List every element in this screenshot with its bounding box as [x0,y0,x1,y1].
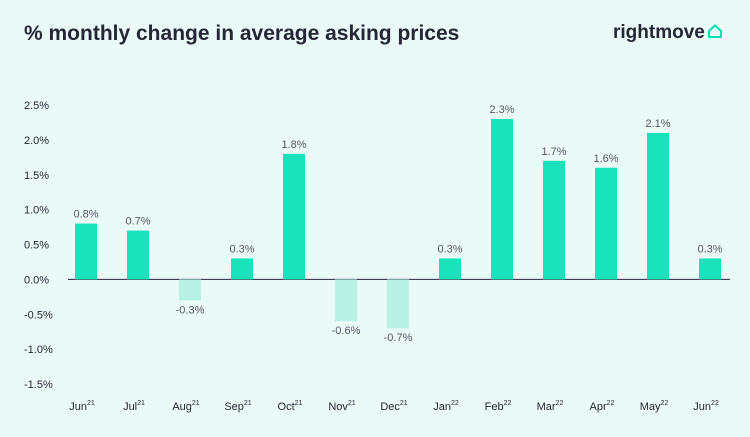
x-tick-label: Aug21 [172,400,199,413]
bar-10 [543,160,565,280]
bar-12 [647,132,669,280]
rightmove-logo: rightmove [613,22,723,44]
y-tick-label: 2.5% [24,100,49,112]
month-label: Feb [485,401,504,413]
x-tick-label: Apr22 [590,400,615,413]
x-tick-label: Dec21 [380,400,407,413]
value-label: 2.3% [489,104,514,116]
brand-name: rightmove [613,22,705,43]
y-tick-label: 2.0% [24,135,49,147]
month-label: Mar [537,401,556,413]
value-label: 0.8% [73,209,98,221]
y-tick-label: 1.0% [24,205,49,217]
bar-3 [179,279,201,301]
value-label: 1.6% [593,153,618,165]
y-tick-label: -1.0% [24,344,53,356]
y-tick-label: 0.5% [24,240,49,252]
year-superscript: 22 [607,400,615,407]
y-tick-label: 0.0% [24,274,49,286]
year-superscript: 22 [660,400,668,407]
bar-11 [595,167,617,280]
x-tick-label: Mar22 [537,400,564,413]
x-tick-label: Feb22 [485,400,512,413]
bar-1 [75,223,97,280]
y-tick-label: -0.5% [24,309,53,321]
x-tick-label: May22 [640,400,669,413]
year-superscript: 21 [348,400,356,407]
year-superscript: 21 [244,400,252,407]
year-superscript: 22 [451,400,459,407]
value-label: -0.7% [384,332,413,344]
month-label: Dec [380,401,400,413]
month-label: Jan [433,401,451,413]
year-superscript: 21 [87,400,95,407]
value-label: 2.1% [645,118,670,130]
y-tick-label: -1.5% [24,379,53,391]
x-tick-label: Jun21 [69,400,95,413]
x-tick-label: Jun22 [693,400,719,413]
year-superscript: 21 [400,400,408,407]
year-superscript: 21 [295,400,303,407]
year-superscript: 21 [137,400,145,407]
month-label: Aug [172,401,192,413]
x-tick-label: Nov21 [328,400,355,413]
bar-2 [127,230,149,280]
value-label: 1.7% [541,146,566,158]
bar-8 [439,258,461,280]
month-label: Jun [693,401,711,413]
month-label: Oct [278,401,295,413]
bar-7 [387,279,409,329]
year-superscript: 22 [504,400,512,407]
value-label: 0.3% [437,243,462,255]
year-superscript: 22 [556,400,564,407]
value-label: -0.3% [176,304,205,316]
x-tick-label: Sep21 [224,400,251,413]
bar-5 [283,153,305,280]
value-label: 0.3% [229,243,254,255]
month-label: Sep [224,401,244,413]
year-superscript: 21 [192,400,200,407]
year-superscript: 22 [711,400,719,407]
value-label: 1.8% [281,139,306,151]
month-label: Jun [69,401,87,413]
month-label: Jul [123,401,137,413]
x-tick-label: Jan22 [433,400,459,413]
value-label: 0.3% [697,243,722,255]
bar-13 [699,258,721,280]
bar-9 [491,118,513,280]
value-label: 0.7% [125,216,150,228]
y-tick-label: 1.5% [24,170,49,182]
value-label: -0.6% [332,325,361,337]
house-icon [707,24,722,38]
month-label: Apr [590,401,607,413]
month-label: May [640,401,661,413]
bar-6 [335,279,357,322]
x-tick-label: Jul21 [123,400,145,413]
bar-4 [231,258,253,280]
chart-title: % monthly change in average asking price… [24,22,460,45]
month-label: Nov [328,401,348,413]
x-tick-label: Oct21 [278,400,303,413]
